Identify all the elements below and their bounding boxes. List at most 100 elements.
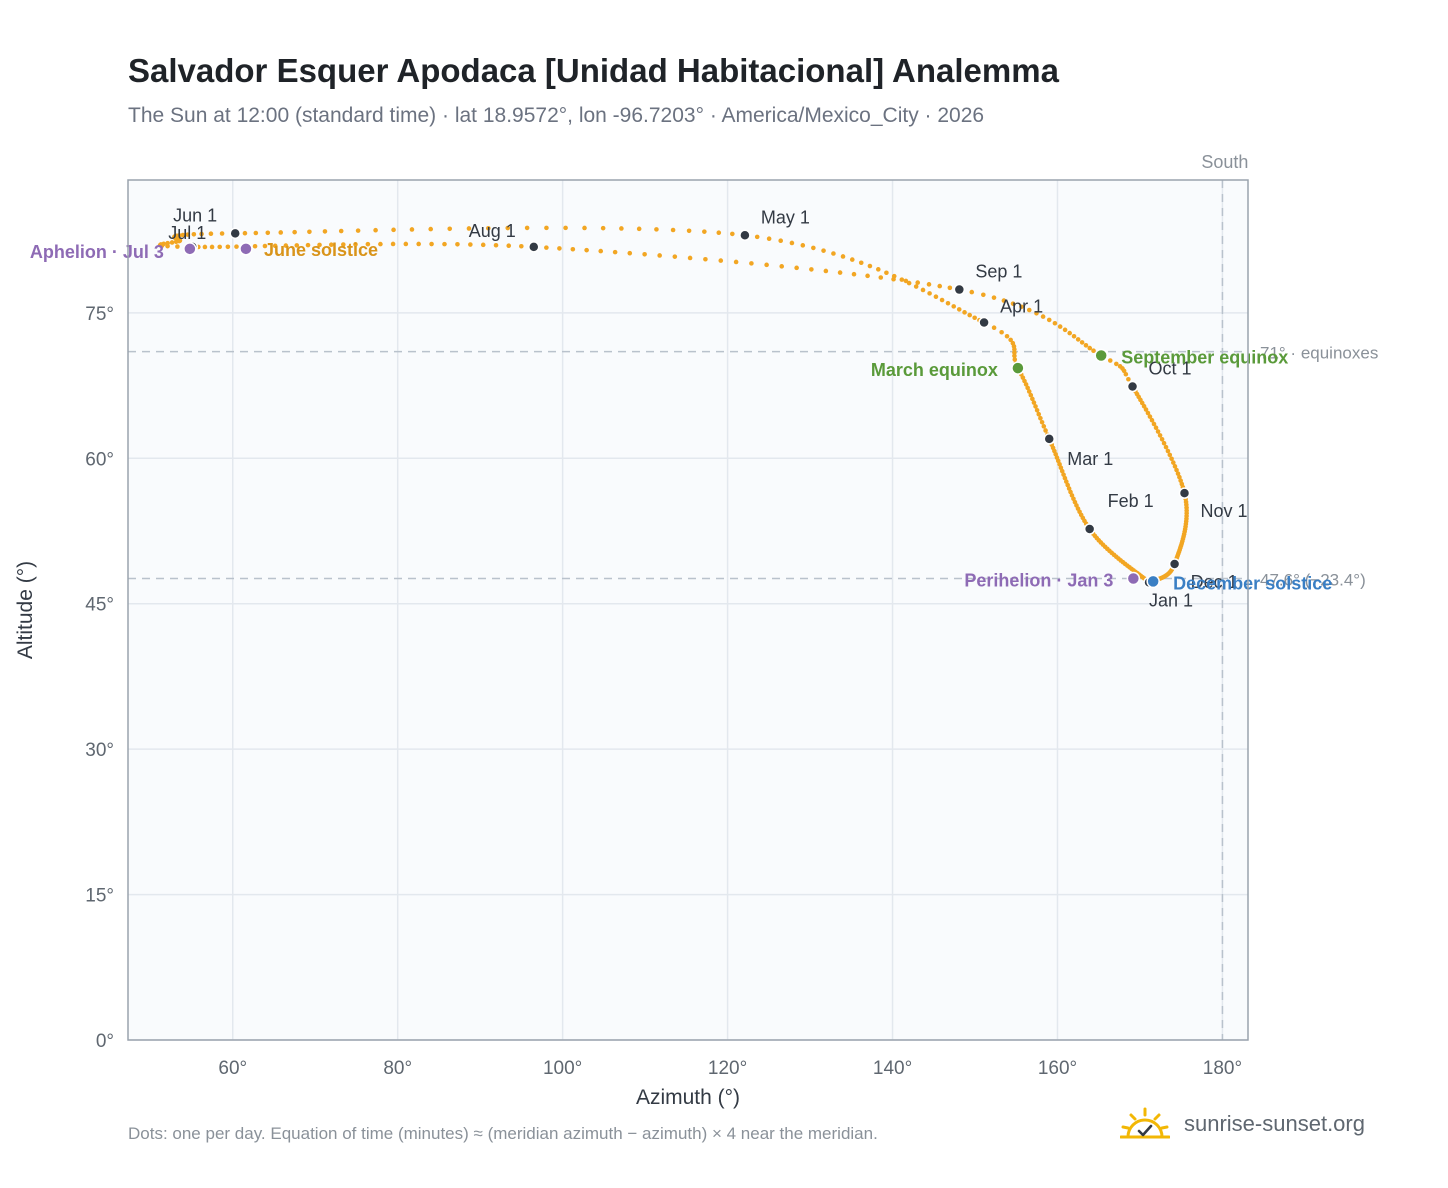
daily-dot [1012,357,1018,362]
daily-dot [1071,333,1077,339]
daily-dot [1036,411,1042,417]
daily-dot [891,276,896,282]
month-label: Jul 1 [168,223,206,243]
daily-dot [429,241,434,247]
daily-dot [1079,340,1085,345]
daily-dot [1075,337,1081,342]
month-marker [739,229,751,242]
daily-dot [519,243,524,249]
daily-dot [1169,456,1174,462]
event-marker [1094,348,1108,363]
daily-dot [1010,301,1016,306]
daily-dot [180,232,186,238]
daily-dot [563,225,568,231]
daily-dot [730,231,735,237]
daily-dot [967,312,972,318]
daily-dot [1034,310,1039,316]
daily-dot [915,280,921,285]
daily-dot [373,227,378,233]
daily-dot [991,295,997,300]
footnote: Dots: one per day. Equation of time (min… [128,1124,878,1143]
daily-dot [1062,475,1068,481]
daily-dot [687,255,693,261]
event-markers: Aphelion · Jul 3 June solstice March equin… [30,240,1332,594]
daily-dot [612,249,618,255]
daily-dot [1043,428,1048,433]
daily-dot [962,310,967,315]
axis-ticks: 60° 80° 100° 120° 140° 160° 180° 0° 15° 30° 45° 60°… [85,304,1242,1079]
daily-dot [1147,414,1153,419]
month-label: Nov 1 [1200,501,1247,521]
event-label: Aphelion · Jul 3 [30,242,164,262]
daily-dot [355,228,361,233]
event-label: Perihelion · Jan 3 [964,570,1113,590]
daily-dot [524,225,530,231]
y-axis-label: Altitude (°) [14,561,37,659]
daily-dot [875,267,881,272]
daily-dot [1040,314,1046,319]
month-label: Jan 1 [1149,590,1193,610]
daily-dot [1041,424,1047,429]
month-marker [978,316,990,329]
daily-dot [1107,358,1113,363]
daily-dot [945,300,951,306]
daily-dot [480,242,486,248]
daily-dot [278,230,284,235]
brand[interactable]: sunrise-sunset.org [1120,1104,1365,1144]
daily-dot [486,225,491,231]
daily-dot [1165,448,1171,454]
month-label: Aug 1 [469,221,516,241]
daily-dot [234,244,239,249]
daily-dot [947,285,953,291]
daily-dot [920,287,926,293]
daily-dot [242,230,248,236]
daily-dot [1038,415,1043,421]
daily-dot [672,254,678,259]
month-label: Dec 1 [1191,572,1238,592]
south-label: South [1201,152,1248,172]
month-marker [229,227,241,240]
x-tick-label: 160° [1038,1058,1077,1079]
daily-dot [1172,464,1178,469]
daily-dot [1046,317,1052,323]
daily-dot [1171,460,1176,465]
daily-dot [416,241,421,247]
y-tick-label: 15° [85,886,114,907]
daily-dot [1059,468,1065,474]
daily-dot [933,294,939,300]
daily-dot [981,292,986,298]
y-tick-label: 75° [85,304,114,325]
event-marker [1011,361,1025,375]
month-label: Mar 1 [1067,449,1113,469]
daily-dot [208,231,214,237]
daily-dot [1161,440,1167,446]
daily-dot [1174,467,1179,473]
event-marker [1146,574,1160,589]
daily-dot [557,246,562,251]
daily-dot [1012,353,1017,359]
x-tick-label: 80° [383,1058,412,1079]
daily-dot [903,278,909,284]
daily-dot [169,240,175,245]
daily-dot [627,250,633,256]
daily-dot [1091,348,1096,354]
daily-dot [582,225,587,231]
reference-label: 47.6° (−23.4°) [1260,570,1366,589]
month-label: Apr 1 [1000,297,1043,317]
daily-dot [926,282,932,287]
daily-dot [1010,340,1016,346]
daily-dot [338,228,344,234]
daily-dot [252,243,258,249]
daily-dot [1039,419,1045,425]
daily-dot [867,263,873,269]
daily-dot [1123,371,1129,377]
daily-dot [831,251,836,256]
month-marker [1168,558,1181,570]
daily-dot [1008,337,1013,343]
daily-dot [1175,471,1181,476]
daily-dot [600,225,606,231]
daily-dot [956,307,962,312]
event-label: June solstice [264,240,378,260]
daily-dot [837,270,843,275]
daily-dot [209,244,215,250]
